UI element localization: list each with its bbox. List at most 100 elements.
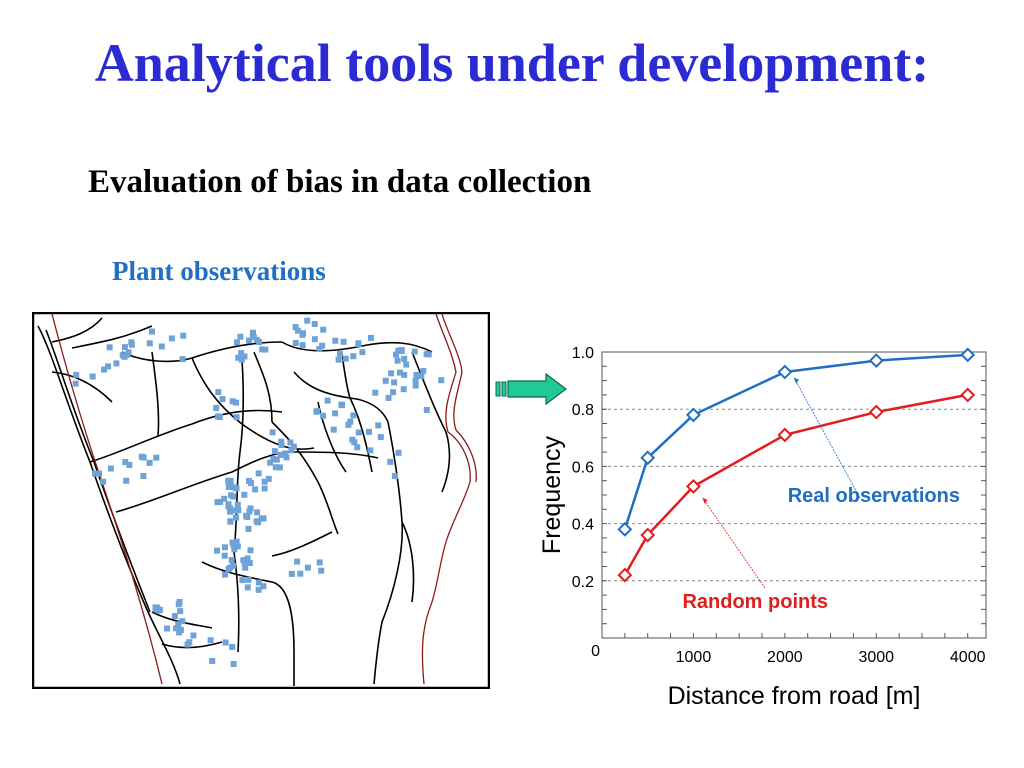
observation-point <box>180 332 187 339</box>
observation-point <box>300 330 306 337</box>
annotation-pointer <box>793 377 861 499</box>
arrow-svg <box>495 372 567 406</box>
observation-point <box>294 327 301 334</box>
observation-point <box>245 576 252 583</box>
observation-point <box>311 321 318 327</box>
observation-point <box>138 453 145 460</box>
observation-point <box>261 478 268 485</box>
observation-point <box>234 501 241 508</box>
observation-point <box>244 584 251 591</box>
observation-point <box>73 371 80 378</box>
observation-point <box>297 570 304 577</box>
observation-point <box>225 566 232 573</box>
observation-point <box>400 386 407 393</box>
observation-point <box>354 444 361 451</box>
observation-point <box>89 373 96 380</box>
observation-point <box>350 412 357 419</box>
observation-point <box>221 495 228 502</box>
observation-point <box>397 369 403 376</box>
y-tick-label: 0.6 <box>572 459 594 476</box>
x-tick-label: 3000 <box>858 649 894 666</box>
data-point <box>617 521 633 537</box>
observation-point <box>319 342 326 349</box>
data-point <box>686 407 701 423</box>
observation-point <box>227 518 234 525</box>
observation-point <box>411 348 418 355</box>
observation-point <box>339 402 346 409</box>
observation-point <box>316 346 323 353</box>
observation-point <box>393 351 399 358</box>
observation-point <box>292 324 299 331</box>
data-point <box>777 427 793 443</box>
observation-point <box>221 544 228 551</box>
observation-point <box>355 429 362 436</box>
observation-point <box>345 421 352 428</box>
observation-point <box>216 414 223 420</box>
series-random-points <box>617 387 976 583</box>
slide-title: Analytical tools under development: <box>94 33 930 93</box>
observation-point <box>255 579 262 586</box>
observation-point <box>260 583 267 590</box>
observation-point <box>277 451 284 458</box>
data-point <box>686 479 701 494</box>
observation-point <box>122 459 129 465</box>
observation-point <box>230 661 237 667</box>
observation-point <box>395 449 402 456</box>
observation-point <box>229 398 236 405</box>
arrow-to-chart <box>490 372 570 406</box>
observation-point <box>271 448 278 455</box>
observation-point <box>126 461 133 468</box>
observation-point <box>278 442 285 448</box>
x-tick-label: 1000 <box>676 649 712 666</box>
observation-point <box>246 477 252 484</box>
observation-point <box>269 429 276 436</box>
series-line <box>623 353 968 530</box>
observation-point <box>146 459 153 466</box>
observation-point <box>227 478 234 484</box>
observation-point <box>261 485 268 492</box>
observation-point <box>209 658 216 664</box>
observation-point <box>164 625 170 632</box>
observation-point <box>375 422 382 429</box>
observation-point <box>350 353 357 360</box>
observation-point <box>123 477 130 484</box>
series-annotation-label: Random points <box>682 591 828 613</box>
observation-point <box>219 396 226 403</box>
observation-point <box>222 571 228 578</box>
observation-point <box>146 340 153 347</box>
observation-point <box>272 464 279 471</box>
map-frame <box>31 311 491 690</box>
y-tick-label: 1.0 <box>572 345 594 362</box>
observation-point <box>390 389 397 396</box>
observation-point <box>217 498 224 505</box>
observation-point <box>330 426 337 433</box>
observation-point <box>385 394 392 401</box>
observation-point <box>391 379 398 386</box>
y-axis-label: Frequency <box>538 435 566 554</box>
observation-point <box>233 414 240 421</box>
observation-point <box>377 434 384 441</box>
observation-point <box>270 456 277 462</box>
observation-point <box>412 377 419 384</box>
observation-point <box>238 350 245 357</box>
observation-point <box>255 586 262 593</box>
observation-point <box>237 333 244 340</box>
observation-point <box>359 349 366 356</box>
observation-point <box>243 512 250 519</box>
observation-point <box>342 355 349 362</box>
observation-point <box>244 555 251 562</box>
observation-point <box>155 607 162 614</box>
observation-point <box>128 341 135 348</box>
series-annotation-label: Real observations <box>788 485 960 507</box>
x-tick-label: 4000 <box>950 649 986 666</box>
observation-point <box>225 501 232 508</box>
chart-svg: 0.2 0.4 0.6 0.8 1.0 1000 2000 3000 4000 Real obs… <box>538 345 987 710</box>
observation-point <box>267 459 274 466</box>
observation-point <box>215 389 222 396</box>
observation-point <box>247 505 254 512</box>
observation-point <box>304 564 311 571</box>
observation-point <box>250 329 256 336</box>
observation-point <box>177 608 184 615</box>
observation-point <box>340 338 347 345</box>
observation-point <box>287 439 294 446</box>
